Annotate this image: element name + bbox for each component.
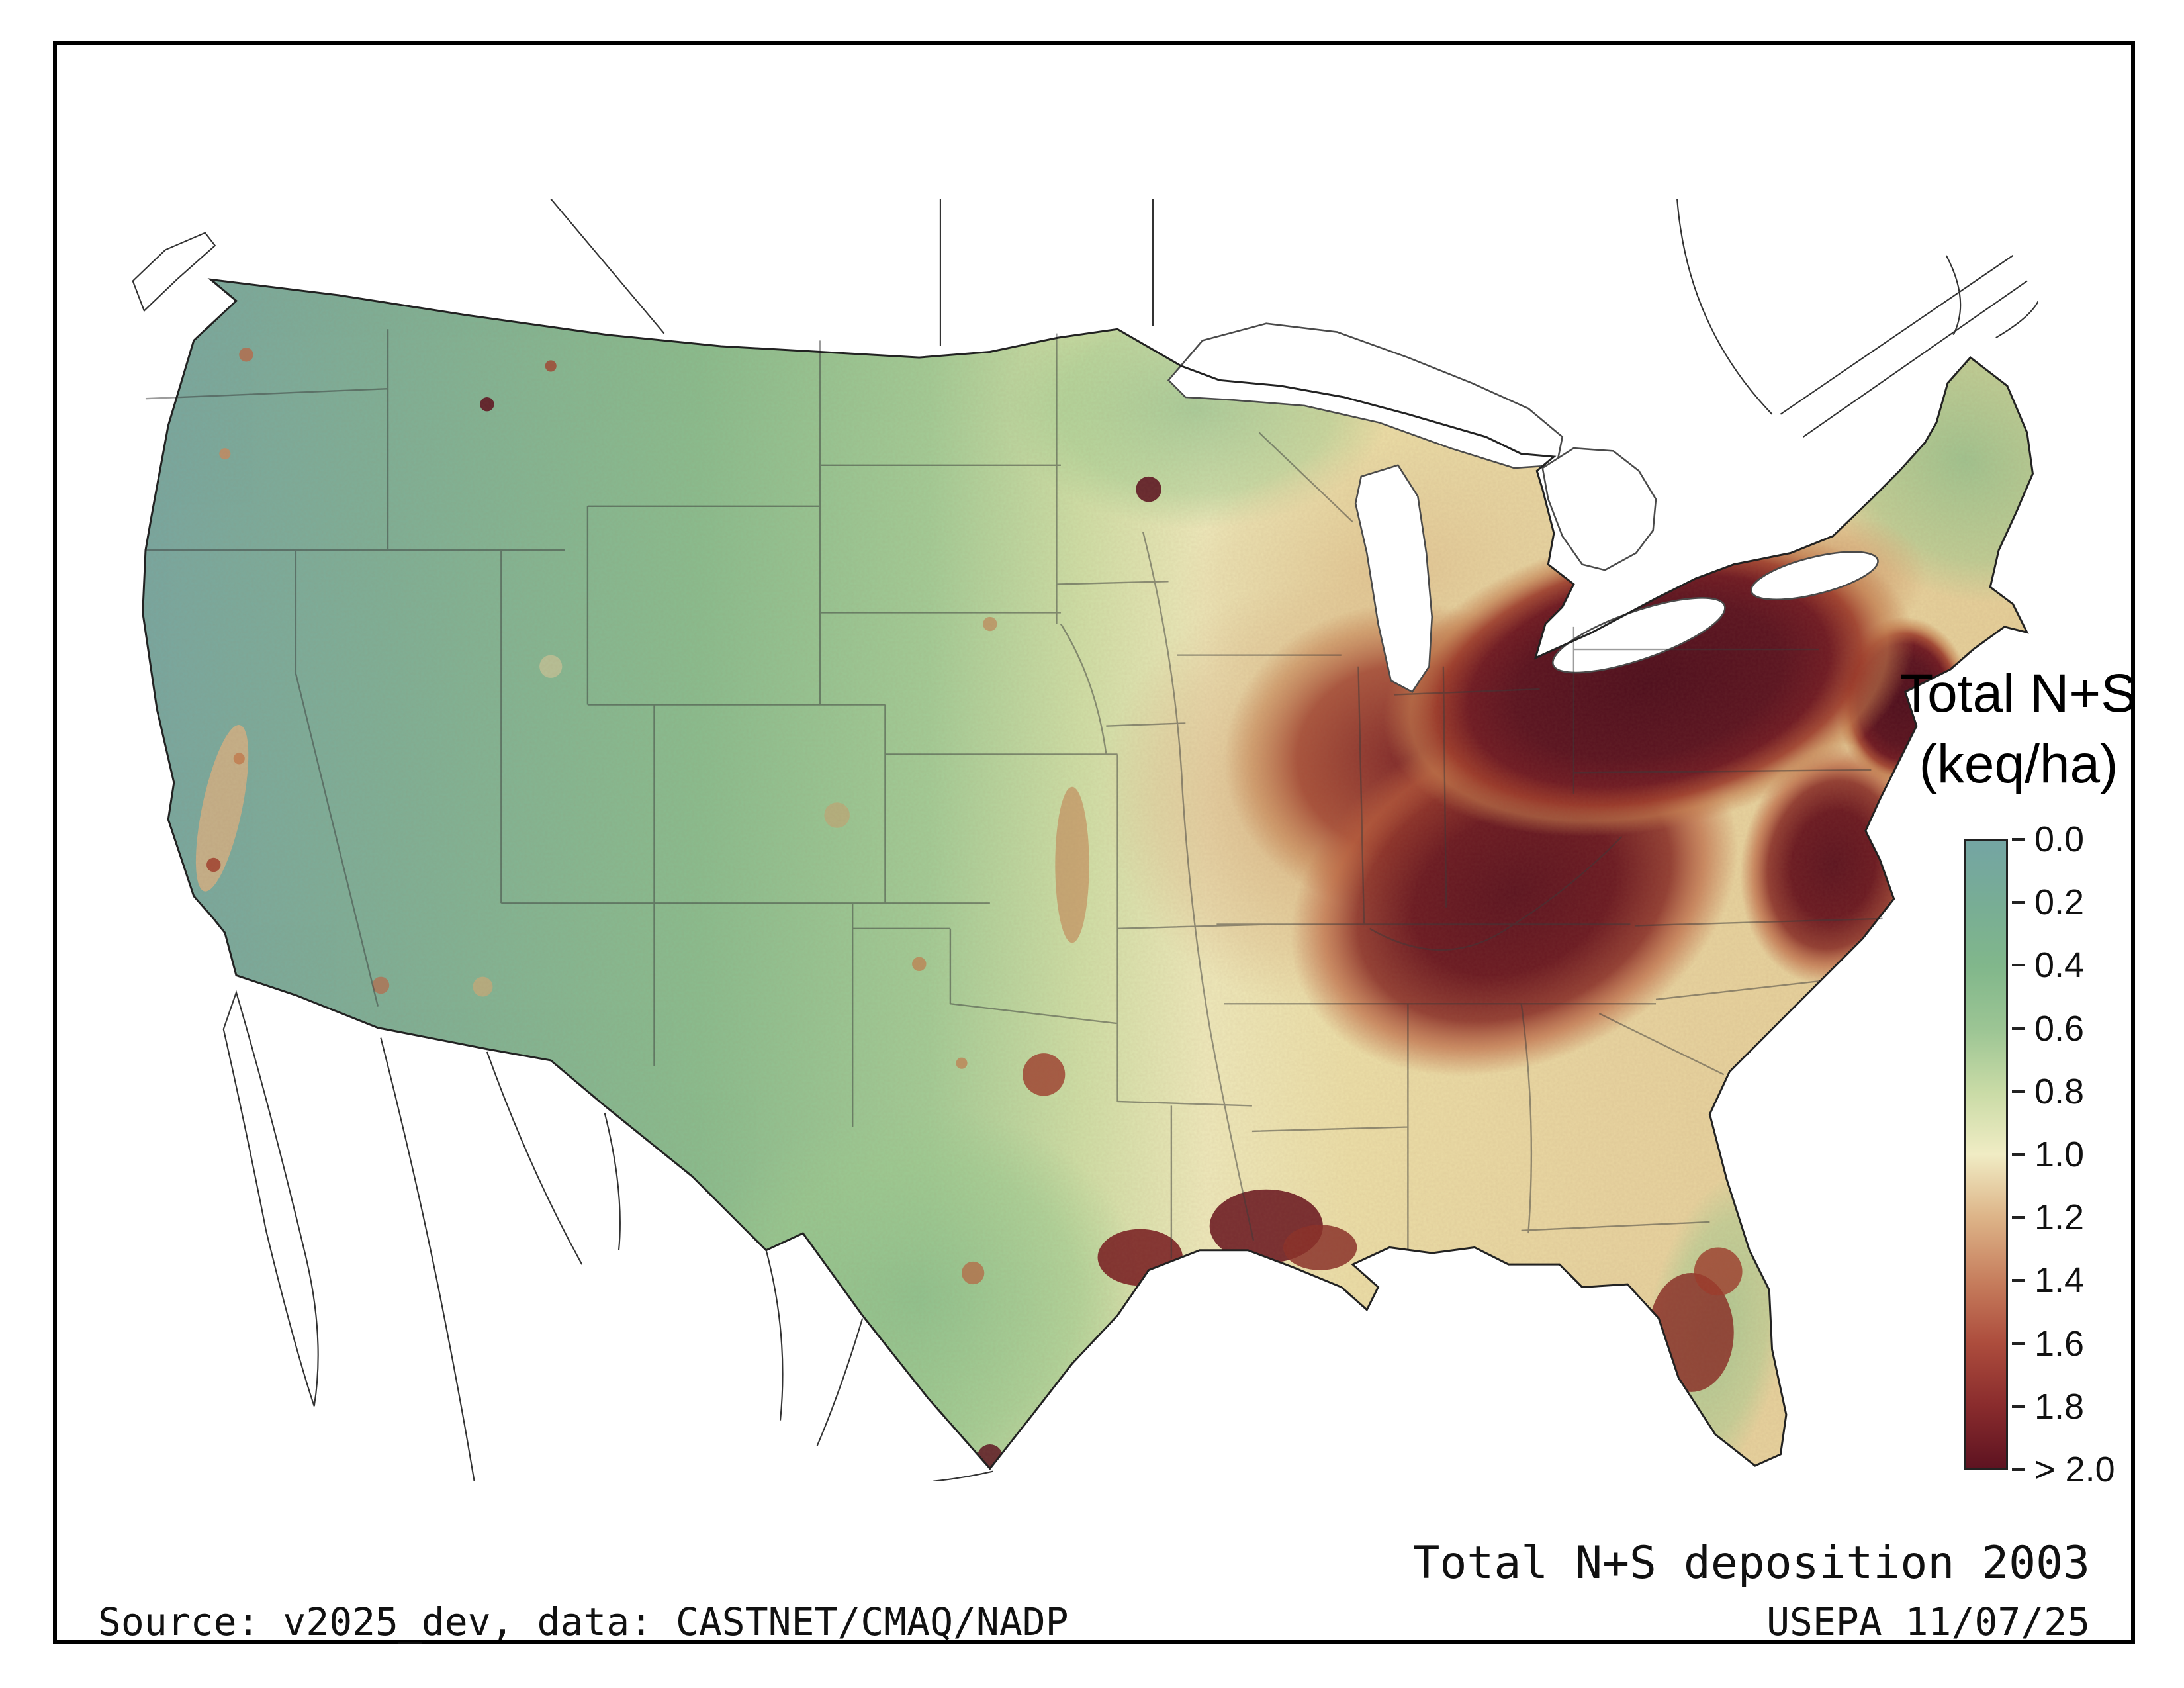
colorbar-tick-label: 0.2 (2034, 882, 2085, 923)
colorbar-tick-mark (2012, 964, 2025, 967)
lake-huron (1541, 447, 1657, 571)
colorbar-tick: 1.6 (2012, 1323, 2084, 1364)
colorbar-tick-label: > 2.0 (2034, 1450, 2115, 1489)
colorbar-tick: 0.8 (2012, 1071, 2084, 1112)
colorbar-tick-label: 0.4 (2034, 945, 2085, 986)
colorbar-title-line2: (keq/ha) (1919, 733, 2118, 794)
colorbar-tick-mark (2012, 1216, 2025, 1219)
colorbar-title: Total N+S (keq/ha) (1853, 659, 2184, 800)
state-borders (145, 329, 1883, 1259)
colorbar-tick-label: 1.8 (2034, 1386, 2085, 1427)
colorbar-tick-label: 0.0 (2034, 820, 2085, 859)
colorbar-tick: 0.6 (2012, 1008, 2084, 1049)
colorbar-tick: 0.2 (2012, 882, 2084, 923)
colorbar-tick-label: 0.6 (2034, 1008, 2085, 1049)
lake-ontario (1750, 551, 1879, 601)
colorbar-tick: 1.8 (2012, 1386, 2084, 1427)
colorbar-tick-label: 1.6 (2034, 1323, 2085, 1364)
colorbar-tick: 1.4 (2012, 1260, 2084, 1301)
colorbar-ticks: 0.0 0.2 0.4 0.6 0.8 1.0 1.2 1.4 1.6 1.8 > 2.0 (2012, 820, 2171, 1489)
colorbar-tick-mark (2012, 1027, 2025, 1030)
baja-california (222, 990, 319, 1407)
map-caption: Total N+S deposition 2003 (1412, 1537, 2091, 1589)
colorbar-tick-label: 0.8 (2034, 1071, 2085, 1111)
map-svg (132, 199, 2038, 1481)
colorbar-tick-mark (2012, 1468, 2025, 1471)
colorbar-tick-mark (2012, 838, 2025, 841)
colorbar-tick: > 2.0 (2012, 1449, 2115, 1490)
mexico-outlines (222, 990, 993, 1481)
colorbar-tick-mark (2012, 1153, 2025, 1156)
colorbar-tick-mark (2012, 901, 2025, 904)
great-lakes (1167, 322, 1879, 693)
colorbar-tick: 0.4 (2012, 945, 2084, 986)
agency-date: USEPA 11/07/25 (1766, 1599, 2090, 1644)
us-deposition-map (126, 199, 2038, 1481)
colorbar-tick: 0.0 (2012, 819, 2084, 860)
colorbar-tick: 1.2 (2012, 1197, 2084, 1238)
lake-superior (1167, 322, 1564, 469)
colorbar-tick-mark (2012, 1090, 2025, 1093)
colorbar-title-line1: Total N+S (1900, 663, 2137, 724)
colorbar-tick-label: 1.4 (2034, 1260, 2085, 1301)
colorbar-tick-mark (2012, 1342, 2025, 1345)
vancouver-island (132, 232, 216, 312)
colorbar-tick-label: 1.0 (2034, 1135, 2085, 1174)
colorbar-tick-label: 1.2 (2034, 1197, 2085, 1238)
lake-michigan (1354, 464, 1433, 693)
colorbar (1964, 839, 2008, 1470)
colorbar-tick-mark (2012, 1405, 2025, 1408)
source-note: Source: v2025_dev, data: CASTNET/CMAQ/NA… (98, 1599, 1069, 1644)
colorbar-tick: 1.0 (2012, 1134, 2084, 1175)
colorbar-tick-mark (2012, 1279, 2025, 1282)
canada-outlines (132, 199, 2038, 438)
